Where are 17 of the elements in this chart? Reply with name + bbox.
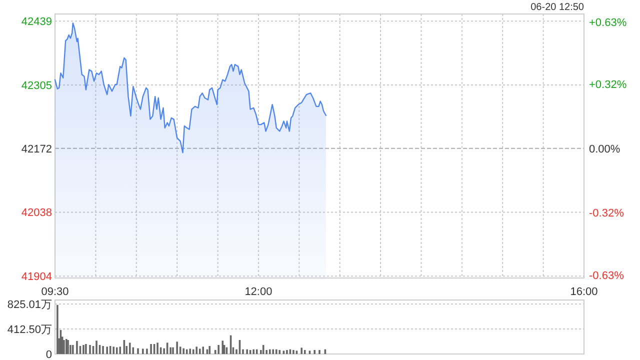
x-tick-label: 12:00: [244, 286, 272, 298]
y-tick-label: 42038: [21, 207, 52, 220]
y-tick-label: 825.01万: [7, 299, 52, 311]
y-tick-label: 0: [46, 349, 52, 360]
text: 06-20 12:50: [530, 2, 584, 13]
y2-tick-label: 0.00%: [589, 143, 620, 156]
y-tick-label: 42305: [21, 80, 52, 92]
y2-tick-label: +0.63%: [589, 16, 627, 29]
y-tick-label: 41904: [21, 271, 52, 284]
y-tick-label: 42439: [21, 16, 52, 28]
x-tick-label: 16:00: [570, 286, 598, 298]
y2-tick-label: +0.32%: [589, 79, 627, 92]
y-tick-label: 42172: [21, 143, 52, 156]
x-tick-label: 09:30: [41, 286, 69, 298]
y-tick-label: 412.50万: [7, 324, 52, 336]
y2-tick-label: -0.63%: [589, 270, 624, 282]
y2-tick-label: -0.32%: [589, 208, 624, 220]
